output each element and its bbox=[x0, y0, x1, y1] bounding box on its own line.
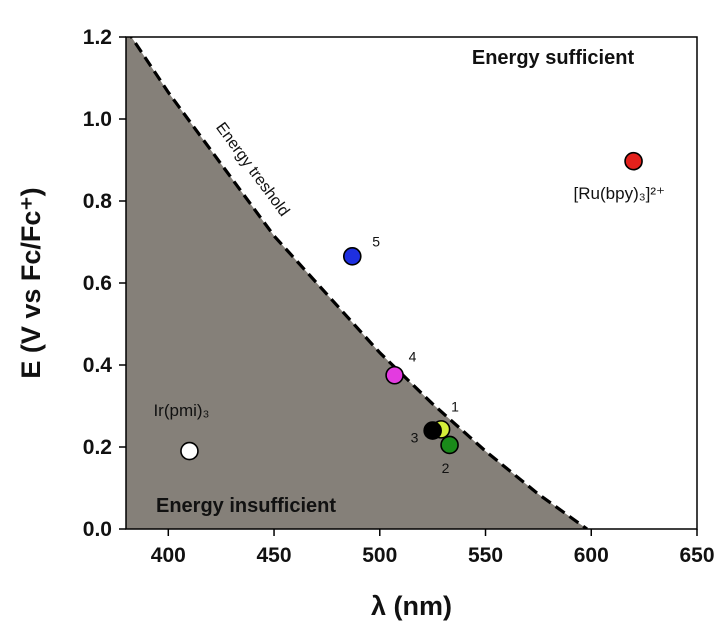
y-tick-label: 1.0 bbox=[83, 108, 112, 131]
y-tick-label: 0.2 bbox=[83, 436, 112, 459]
threshold-line bbox=[129, 37, 588, 529]
x-tick-label: 600 bbox=[574, 544, 609, 567]
x-tick-label: 550 bbox=[468, 544, 503, 567]
x-axis-title: λ (nm) bbox=[371, 591, 452, 621]
y-tick-label: 0.6 bbox=[83, 272, 112, 295]
data-point-label: 3 bbox=[411, 430, 419, 446]
y-axis-title: E (V vs Fc/Fc⁺) bbox=[16, 187, 46, 378]
x-tick-label: 450 bbox=[257, 544, 292, 567]
data-point bbox=[624, 151, 643, 171]
data-point-label: 5 bbox=[372, 233, 380, 249]
y-tick-label: 0.0 bbox=[83, 518, 112, 541]
x-tick-label: 650 bbox=[679, 544, 714, 567]
data-point-label: 1 bbox=[451, 398, 459, 414]
energy-sufficient-label: Energy sufficient bbox=[472, 47, 635, 69]
energy-insufficient-region bbox=[126, 37, 588, 529]
data-point-label: 4 bbox=[409, 348, 417, 364]
data-point bbox=[180, 441, 199, 461]
x-tick-label: 500 bbox=[362, 544, 397, 567]
y-tick-label: 0.8 bbox=[83, 190, 113, 213]
data-point bbox=[342, 247, 362, 266]
data-point-label: 2 bbox=[442, 460, 450, 476]
y-tick-label: 0.4 bbox=[83, 354, 113, 377]
data-point bbox=[423, 421, 442, 440]
x-tick-label: 400 bbox=[151, 544, 186, 567]
y-tick-label: 1.2 bbox=[83, 26, 112, 49]
energy-insufficient-label: Energy insufficient bbox=[156, 495, 336, 517]
data-point bbox=[385, 365, 404, 385]
data-point bbox=[440, 435, 459, 455]
data-point-label: Ir(pmi)₃ bbox=[153, 401, 209, 420]
data-point-label: [Ru(bpy)₃]²⁺ bbox=[574, 184, 665, 203]
